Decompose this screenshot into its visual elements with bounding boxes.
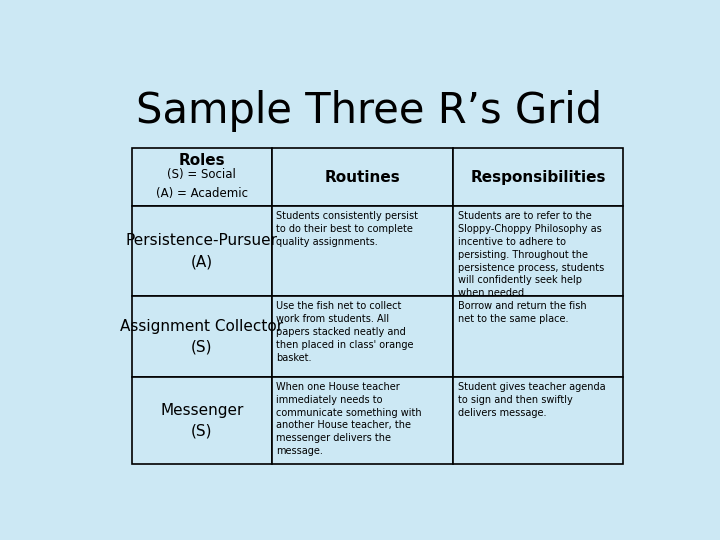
Bar [454, 148, 623, 206]
Text: (S) = Social
(A) = Academic: (S) = Social (A) = Academic [156, 168, 248, 200]
Bar [271, 148, 454, 206]
Text: Messenger
(S): Messenger (S) [160, 402, 243, 438]
Bar [271, 206, 454, 296]
Bar [132, 148, 271, 206]
Text: When one House teacher
immediately needs to
communicate something with
another H: When one House teacher immediately needs… [276, 382, 422, 456]
Text: Sample Three R’s Grid: Sample Three R’s Grid [136, 90, 602, 132]
Text: Borrow and return the fish
net to the same place.: Borrow and return the fish net to the sa… [458, 301, 587, 325]
Bar [132, 296, 271, 377]
Text: Use the fish net to collect
work from students. All
papers stacked neatly and
th: Use the fish net to collect work from st… [276, 301, 414, 363]
Bar [454, 377, 623, 464]
Bar [132, 206, 271, 296]
Bar [132, 377, 271, 464]
Text: Roles: Roles [179, 153, 225, 168]
Bar [271, 377, 454, 464]
Bar [271, 296, 454, 377]
Text: Students consistently persist
to do their best to complete
quality assignments.: Students consistently persist to do thei… [276, 212, 418, 247]
Text: Persistence-Pursuer
(A): Persistence-Pursuer (A) [126, 233, 278, 269]
Text: Routines: Routines [325, 170, 400, 185]
Bar [454, 296, 623, 377]
Text: Student gives teacher agenda
to sign and then swiftly
delivers message.: Student gives teacher agenda to sign and… [458, 382, 606, 417]
Bar [454, 206, 623, 296]
Text: Responsibilities: Responsibilities [470, 170, 606, 185]
Text: Assignment Collector
(S): Assignment Collector (S) [120, 319, 284, 355]
Text: Students are to refer to the
Sloppy-Choppy Philosophy as
incentive to adhere to
: Students are to refer to the Sloppy-Chop… [458, 212, 604, 298]
